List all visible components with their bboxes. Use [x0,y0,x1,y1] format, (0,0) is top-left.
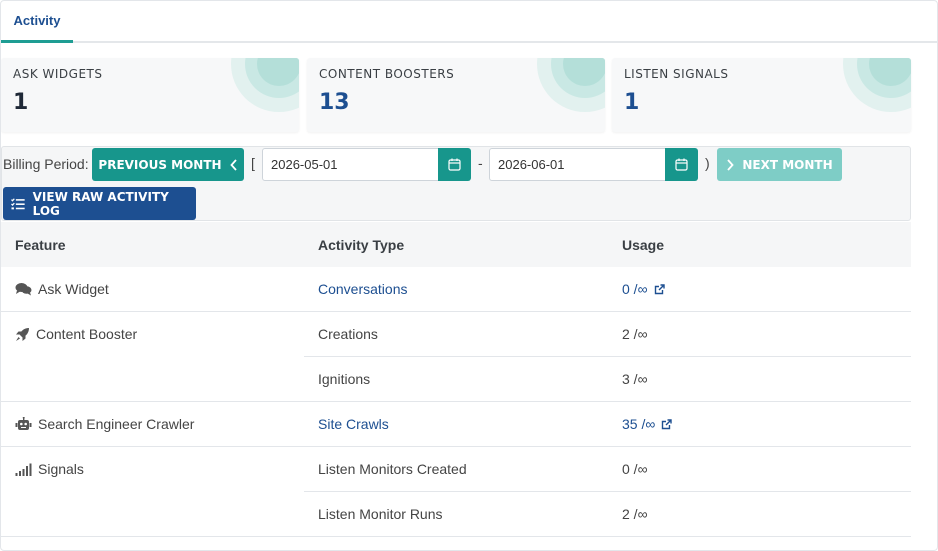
rocket-icon [16,327,29,341]
previous-month-label: PREVIOUS MONTH [98,157,222,172]
usage-value: 2 /∞ [622,506,648,522]
stat-label: ASK WIDGETS [13,67,103,81]
billing-period-label: Billing Period: [3,156,89,172]
column-header-usage: Usage [622,237,665,253]
usage-value: 35 /∞ [622,416,656,432]
activity-type-link[interactable]: Conversations [318,281,408,297]
stat-value: 1 [13,90,29,115]
calendar-icon [448,158,461,171]
list-check-icon [11,197,25,209]
stat-card-listen-signals: LISTEN SIGNALS 1 [612,58,911,132]
stat-card-ask-widgets: ASK WIDGETS 1 [1,58,299,132]
tab-activity[interactable]: Activity [1,1,73,43]
usage-value: 0 /∞ [622,281,648,297]
feature-name: Search Engineer Crawler [38,416,195,432]
table-row: Listen Monitors Created 0 /∞ [304,447,911,492]
date-separator: - [478,155,483,171]
activity-type: Listen Monitor Runs [318,506,443,522]
table-row: Conversations 0 /∞ [1,267,911,312]
comments-icon [15,283,32,296]
table-row: Listen Monitor Runs 2 /∞ [1,492,911,537]
stat-label: CONTENT BOOSTERS [319,67,455,81]
feature-name: Signals [38,461,84,477]
activity-type: Listen Monitors Created [318,461,467,477]
usage-link[interactable]: 0 /∞ [622,281,665,297]
feature-search-engineer-crawler: Search Engineer Crawler [15,416,194,432]
end-date-calendar-button[interactable] [665,148,698,181]
table-header: Feature Activity Type Usage [1,222,911,267]
table-row: Ignitions 3 /∞ [1,357,911,402]
external-link-icon [662,418,673,429]
signal-icon [15,463,32,476]
usage-value: 0 /∞ [622,461,648,477]
view-raw-activity-log-label: VIEW RAW ACTIVITY LOG [32,189,169,218]
previous-month-button[interactable]: PREVIOUS MONTH [92,148,244,181]
billing-period-bar: Billing Period: PREVIOUS MONTH [ 2026-05… [1,146,911,221]
end-date-input[interactable]: 2026-06-01 [489,148,666,181]
activity-type: Creations [318,326,378,342]
feature-content-booster: Content Booster [15,326,137,342]
start-date-input[interactable]: 2026-05-01 [262,148,439,181]
stat-value: 1 [624,90,640,115]
feature-name: Ask Widget [38,281,109,297]
activity-type: Ignitions [318,371,371,387]
table-row: Site Crawls 35 /∞ [1,402,911,447]
column-header-feature: Feature [15,237,66,253]
next-month-button[interactable]: NEXT MONTH [717,148,842,181]
tab-bar: Activity [1,1,937,43]
chevron-left-icon [229,158,237,171]
feature-signals: Signals [15,461,84,477]
stat-value: 13 [319,90,350,115]
feature-ask-widget: Ask Widget [15,281,109,297]
feature-name: Content Booster [36,326,138,342]
column-header-activity-type: Activity Type [318,237,405,253]
robot-icon [15,417,32,430]
calendar-icon [675,158,688,171]
table-row: Creations 2 /∞ [304,312,911,357]
usage-value: 2 /∞ [622,326,648,342]
next-month-label: NEXT MONTH [742,157,833,172]
stat-card-content-boosters: CONTENT BOOSTERS 13 [307,58,605,132]
open-bracket: [ [251,155,255,171]
close-bracket: ) [705,155,710,171]
usage-link[interactable]: 35 /∞ [622,416,673,432]
start-date-calendar-button[interactable] [438,148,471,181]
view-raw-activity-log-button[interactable]: VIEW RAW ACTIVITY LOG [3,187,196,220]
activity-type-link[interactable]: Site Crawls [318,416,389,432]
external-link-icon [654,283,665,294]
chevron-right-icon [727,158,735,171]
usage-value: 3 /∞ [622,371,648,387]
stat-label: LISTEN SIGNALS [624,67,729,81]
